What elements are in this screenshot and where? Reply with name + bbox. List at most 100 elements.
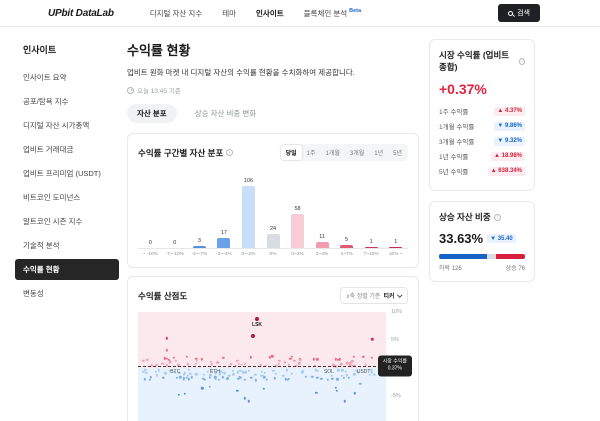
scatter-dot <box>208 385 212 389</box>
scatter-dot <box>370 371 373 374</box>
scatter-dot <box>342 376 345 379</box>
distribution-title-text: 수익률 구간별 자산 분포 <box>138 147 224 158</box>
sidebar-item-알트코인-시즌-지수[interactable]: 알트코인 시즌 지수 <box>23 217 83 226</box>
scatter-dot <box>337 369 340 372</box>
scatter-dot <box>222 356 225 360</box>
bar[interactable] <box>315 241 329 248</box>
scatter-title-text: 수익률 산점도 <box>138 290 188 301</box>
scatter-dot <box>194 362 197 366</box>
sidebar-item-업비트-프리미엄-(USDT)[interactable]: 업비트 프리미엄 (USDT) <box>23 169 101 178</box>
timestamp-label: 오늘 13:45 기준 <box>137 88 181 95</box>
scatter-dot <box>177 393 180 396</box>
market-return-row: 1주 수익률 ▲ 4.37% <box>439 106 525 116</box>
bar-category-label: 7~10% <box>363 252 379 257</box>
sidebar-item-디지털-자산-시가총액[interactable]: 디지털 자산 시가총액 <box>23 121 90 130</box>
bar[interactable] <box>291 214 305 248</box>
bar[interactable] <box>217 238 231 248</box>
scatter-dot <box>195 373 198 376</box>
right-panel: 시장 수익률 (업비트 종합) +0.37% 1주 수익률 ▲ 4.37% 1개월 … <box>429 39 535 421</box>
bar-category-label: 2~4% <box>315 252 329 257</box>
scatter-dot <box>272 369 275 372</box>
bar[interactable] <box>192 246 206 248</box>
bar[interactable] <box>364 246 378 248</box>
scatter-dot <box>208 376 211 380</box>
bar[interactable] <box>241 186 255 248</box>
scatter-dot <box>273 377 276 380</box>
scatter-dot <box>254 379 258 382</box>
scatter-dot <box>219 369 222 373</box>
market-row-label: 3개월 수익률 <box>439 139 475 146</box>
scatter-dot <box>298 362 301 365</box>
bar[interactable] <box>389 246 403 248</box>
scatter-dot <box>259 364 263 367</box>
y-axis-tick: 5% <box>391 337 399 343</box>
bar-value-label: 3 <box>197 238 201 245</box>
nav-item-인사이트[interactable]: 인사이트 <box>256 8 284 18</box>
range-button-5년[interactable]: 5년 <box>393 151 402 157</box>
scatter-dot <box>304 375 308 379</box>
range-button-1개월[interactable]: 1개월 <box>325 151 340 157</box>
search-button[interactable]: 검색 <box>498 4 540 22</box>
sidebar-item-변동성[interactable]: 변동성 <box>23 289 44 298</box>
scatter-dot <box>316 357 319 361</box>
x-axis-sort-dropdown[interactable]: x축 정렬 기준 티커 <box>339 287 408 304</box>
market-return-tooltip: 시장 수익률 0.37% <box>377 355 412 377</box>
page-layout: 인사이트 인사이트 요약 공포/탐욕 지수 디지털 자산 시가총액 업비트 거래대금 업… <box>0 27 600 421</box>
info-icon[interactable] <box>226 149 234 156</box>
range-button-당일[interactable]: 당일 <box>280 145 302 160</box>
info-icon[interactable] <box>518 57 525 65</box>
scatter-dot <box>208 374 212 377</box>
nav-item-블록체인-분석[interactable]: 블록체인 분석 Beta <box>303 8 362 18</box>
scatter-dot <box>314 369 318 372</box>
scatter-dot <box>195 359 199 362</box>
sidebar-item-비트코인-도미넌스[interactable]: 비트코인 도미넌스 <box>23 193 81 202</box>
scatter-dot <box>145 358 148 361</box>
scatter-dot <box>316 369 319 372</box>
scatter-dot <box>202 373 206 377</box>
bar[interactable] <box>266 233 280 248</box>
scatter-dot <box>218 372 222 376</box>
bar-value-label: 0 <box>148 240 152 246</box>
scatter-dot <box>334 386 337 389</box>
scatter-dot <box>226 377 230 380</box>
sidebar-item-업비트-거래대금[interactable]: 업비트 거래대금 <box>23 145 74 154</box>
sidebar-item-기술적-분석[interactable]: 기술적 분석 <box>23 241 60 250</box>
scatter-dot <box>237 377 240 380</box>
sidebar-item-수익률-현황[interactable]: 수익률 현황 <box>15 259 119 280</box>
tab-상승-자산-비중-변화[interactable]: 상승 자산 비중 변화 <box>194 109 257 118</box>
range-button-1주[interactable]: 1주 <box>306 151 316 157</box>
market-return-row: 1년 수익률 ▲ 18.98% <box>439 151 525 161</box>
logo[interactable]: UPbit DataLab <box>48 7 114 19</box>
scatter-dot <box>300 371 304 374</box>
nav-item-테마[interactable]: 테마 <box>222 8 237 18</box>
tooltip-line: 시장 수익률 <box>382 358 407 365</box>
scatter-dot <box>373 373 376 377</box>
sidebar-item-인사이트-요약[interactable]: 인사이트 요약 <box>23 73 67 82</box>
bar-chart-categories: ~ -10% -7~-10% -4~-7% -2~-4% 0~-2% 0% 0~2% 2~4%… <box>138 252 408 257</box>
range-button-1년[interactable]: 1년 <box>374 151 384 157</box>
scatter-dot <box>331 377 334 380</box>
scatter-dot <box>201 387 204 390</box>
scatter-dot <box>214 377 218 380</box>
scatter-dot <box>203 378 207 381</box>
scatter-dot <box>210 363 213 366</box>
bar-slot: 3 <box>187 238 212 248</box>
market-row-badge: ▲ 18.98% <box>491 151 525 161</box>
scatter-dot <box>206 370 209 374</box>
info-icon[interactable] <box>493 213 501 221</box>
scatter-dot <box>331 363 335 367</box>
bar-category-label: -7~-10% <box>165 252 184 257</box>
bar-chart: 0 0 3 17 106 24 58 11 5 1 1 <box>138 169 408 249</box>
tab-자산-분포[interactable]: 자산 분포 <box>127 104 177 123</box>
scatter-dot <box>236 389 239 392</box>
scatter-dot <box>157 369 161 372</box>
sidebar-item-공포/탐욕-지수[interactable]: 공포/탐욕 지수 <box>23 97 69 106</box>
scatter-dot <box>344 370 348 374</box>
scatter-dot <box>148 378 152 381</box>
range-button-3개월[interactable]: 3개월 <box>349 151 365 157</box>
bar[interactable] <box>340 245 354 248</box>
clock-icon <box>127 86 134 94</box>
nav-item-디지털-자산-지수[interactable]: 디지털 자산 지수 <box>149 8 203 18</box>
scatter-dot <box>281 374 285 377</box>
scatter-dot <box>347 376 350 379</box>
